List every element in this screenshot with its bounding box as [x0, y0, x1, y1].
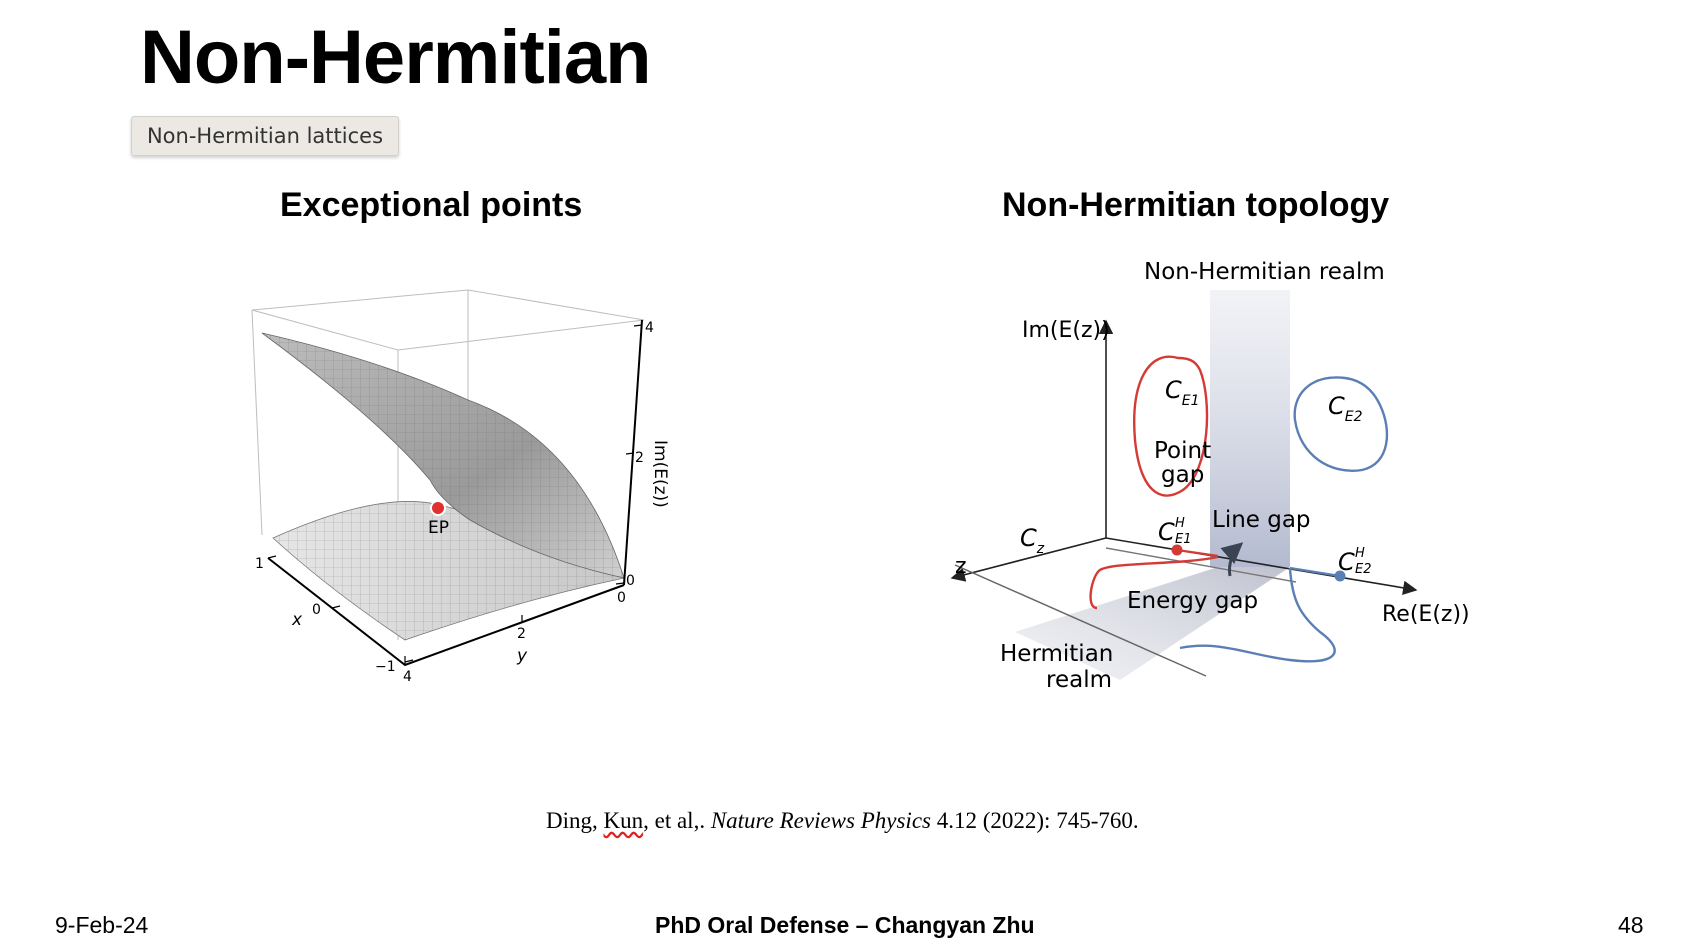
che2-point — [1334, 570, 1346, 582]
footer-date: 9-Feb-24 — [55, 912, 149, 938]
cz-line — [954, 564, 1207, 677]
point-gap-label: Point — [1154, 438, 1211, 464]
im-axis-label: Im(E(z)) — [1022, 318, 1110, 343]
y-tick-label: 2 — [517, 626, 526, 642]
plot-axes — [267, 319, 643, 667]
section-tag[interactable]: Non-Hermitian lattices — [131, 116, 399, 156]
re-axis — [1105, 537, 1418, 595]
ce2-label: CE2 — [1328, 392, 1363, 425]
che1-sup: H — [1175, 516, 1185, 531]
ce1-loop — [1133, 355, 1209, 497]
re-axis-label: Re(E(z)) — [1382, 602, 1470, 627]
z-tick-label: 4 — [645, 320, 654, 336]
che2-segment — [1289, 566, 1341, 578]
x-tick-label: −1 — [375, 659, 396, 675]
citation: Ding, Kun, et al,. Nature Reviews Physic… — [546, 808, 1139, 834]
z-axis-label: Im(E(z)) — [650, 440, 670, 508]
line-gap-arrow — [1220, 542, 1244, 577]
y-tick-label: 4 — [403, 669, 412, 685]
slide-title: Non-Hermitian — [140, 15, 652, 100]
citation-details: 4.12 (2022): 745-760. — [930, 808, 1139, 833]
che1-label: C — [1158, 518, 1175, 546]
che1-sub: E1 — [1175, 532, 1192, 547]
topology-diagram: Non-Hermitian realm Im(E(z)) Re(E(z)) z … — [950, 259, 1470, 693]
red-curve — [1089, 555, 1219, 610]
hermitian-realm-label: realm — [1046, 667, 1112, 693]
x-axis-label: x — [291, 610, 303, 630]
line-gap-label: Line gap — [1212, 507, 1311, 533]
x-tick-label: 0 — [312, 602, 321, 618]
che2-sup: H — [1355, 546, 1365, 561]
exceptional-point-plot: EP 4 2 0 Im(E(z)) 1 0 −1 x 4 2 0 y — [251, 289, 670, 685]
cz-label: Cz — [1020, 524, 1045, 557]
x-tick-label: 1 — [255, 556, 264, 572]
che2-sub: E2 — [1355, 562, 1372, 577]
che2-label: C — [1338, 548, 1355, 576]
ce2-loop — [1293, 376, 1389, 472]
page-number: 48 — [1618, 912, 1644, 938]
che1-segment — [1176, 548, 1219, 558]
z-axis-label: z — [955, 554, 967, 579]
ep-label: EP — [428, 518, 449, 538]
citation-author: Ding, — [546, 808, 604, 833]
citation-author-suffix: , et al,. — [643, 808, 711, 833]
hermitian-realm-plane — [1015, 567, 1290, 680]
non-hermitian-topology-title: Non-Hermitian topology — [1002, 186, 1390, 224]
blue-curve — [1179, 567, 1336, 663]
z-tick-label: 0 — [626, 573, 635, 589]
exceptional-points-title: Exceptional points — [280, 186, 583, 224]
point-gap-label: gap — [1161, 462, 1204, 488]
ce1-label: CE1 — [1165, 376, 1200, 409]
energy-gap-label: Energy gap — [1127, 588, 1258, 614]
che1-point — [1171, 544, 1183, 556]
realm-label: Non-Hermitian realm — [1144, 259, 1385, 285]
ep-marker — [430, 500, 446, 516]
z-tick-label: 2 — [635, 450, 644, 466]
y-tick-label: 0 — [617, 590, 626, 606]
footer-presentation: PhD Oral Defense – Changyan Zhu — [655, 912, 1035, 938]
citation-author-underlined: Kun — [603, 808, 644, 833]
non-hermitian-realm-band — [1210, 290, 1290, 567]
hermitian-realm-label: Hermitian — [1000, 641, 1113, 667]
y-axis-label: y — [516, 646, 528, 666]
z-axis — [950, 537, 1107, 582]
citation-journal: Nature Reviews Physics — [710, 808, 931, 833]
